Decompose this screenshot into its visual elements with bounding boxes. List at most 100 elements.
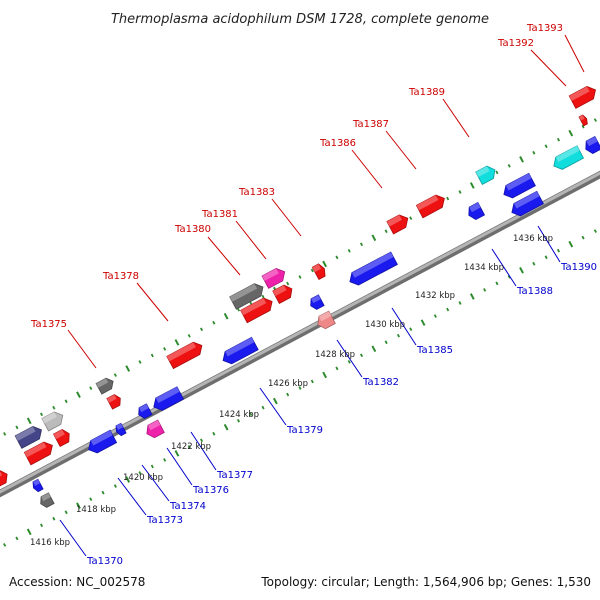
forward-gene-feature bbox=[52, 429, 70, 448]
gene-arrow-highlight bbox=[166, 342, 196, 362]
leader-line bbox=[141, 464, 170, 502]
gene-arrow bbox=[0, 470, 8, 487]
tick-mark bbox=[335, 366, 339, 371]
tick-mark bbox=[187, 334, 191, 338]
reverse-tick-row bbox=[3, 229, 597, 547]
tick-mark bbox=[163, 458, 167, 462]
tick-mark bbox=[446, 307, 450, 312]
tick-mark bbox=[371, 234, 377, 242]
tick-mark bbox=[322, 260, 328, 268]
gene-arrow-highlight bbox=[469, 202, 481, 213]
leader-line bbox=[235, 220, 267, 260]
scale-label: 1416 kbp bbox=[30, 538, 70, 548]
gene-arrow-highlight bbox=[33, 479, 40, 486]
forward-gene-feature bbox=[578, 114, 588, 127]
tick-mark bbox=[89, 386, 93, 390]
reverse-gene-feature bbox=[40, 492, 55, 508]
tick-mark bbox=[52, 516, 56, 521]
genome-backbone bbox=[0, 170, 600, 498]
gene-label-forward: Ta1380 bbox=[174, 224, 211, 235]
forward-gene-feature bbox=[568, 86, 596, 109]
gene-label-forward: Ta1392 bbox=[497, 38, 534, 49]
leader-line bbox=[166, 447, 193, 486]
tick-mark bbox=[26, 417, 32, 425]
tick-mark bbox=[359, 353, 364, 358]
gene-label-forward: Ta1378 bbox=[102, 271, 139, 282]
gene-arrow bbox=[14, 426, 42, 449]
tick-mark bbox=[236, 418, 241, 423]
tick-mark bbox=[150, 464, 154, 469]
tick-mark bbox=[495, 281, 499, 286]
tick-mark bbox=[335, 255, 339, 260]
gene-arrow-highlight bbox=[147, 420, 161, 431]
gene-arrow-highlight bbox=[106, 394, 117, 403]
reverse-gene-feature bbox=[222, 336, 259, 365]
gene-arrow-highlight bbox=[225, 337, 255, 357]
gene-arrow bbox=[415, 194, 445, 219]
tick-mark bbox=[322, 371, 328, 379]
gene-arrow-highlight bbox=[351, 252, 394, 278]
gene-arrow-highlight bbox=[386, 214, 402, 227]
gene-label-reverse: Ta1374 bbox=[169, 501, 206, 512]
leader-line bbox=[67, 329, 97, 369]
tick-mark bbox=[581, 235, 585, 240]
leader-line bbox=[385, 130, 417, 170]
tick-mark bbox=[199, 438, 204, 443]
tick-mark bbox=[261, 405, 265, 410]
leader-line bbox=[336, 339, 363, 378]
gene-label-reverse: Ta1377 bbox=[216, 470, 253, 481]
gene-arrow-highlight bbox=[155, 386, 180, 403]
gene-arrow-highlight bbox=[311, 294, 321, 304]
tick-mark bbox=[458, 301, 462, 305]
reverse-gene-feature bbox=[511, 190, 544, 217]
gene-arrow-highlight bbox=[318, 311, 332, 322]
tick-mark bbox=[469, 182, 475, 189]
gene-arrow-highlight bbox=[475, 166, 490, 177]
reverse-gene-feature bbox=[468, 201, 486, 220]
scale-label: 1418 kbp bbox=[76, 505, 116, 515]
tick-mark bbox=[261, 294, 265, 299]
gene-arrow bbox=[229, 283, 264, 310]
tick-mark bbox=[113, 373, 117, 377]
tick-mark bbox=[174, 450, 180, 457]
gene-arrow-highlight bbox=[569, 86, 590, 101]
tick-mark bbox=[286, 392, 290, 397]
tick-mark bbox=[409, 216, 413, 220]
forward-gene-feature bbox=[386, 214, 409, 235]
tick-mark bbox=[347, 249, 351, 253]
tick-mark bbox=[272, 397, 278, 405]
gene-arrow-highlight bbox=[139, 403, 149, 413]
scale-label: 1424 kbp bbox=[219, 410, 259, 420]
forward-gene-feature bbox=[0, 470, 8, 487]
gene-label-reverse: Ta1382 bbox=[362, 377, 399, 388]
gene-arrow-highlight bbox=[0, 471, 3, 477]
tick-mark bbox=[396, 333, 401, 338]
tick-mark bbox=[458, 190, 462, 194]
reverse-gene-feature bbox=[310, 294, 325, 310]
leader-line bbox=[207, 236, 241, 276]
tick-mark bbox=[359, 242, 364, 247]
forward-gene-feature bbox=[240, 297, 273, 324]
gene-arrow-highlight bbox=[312, 263, 322, 273]
tick-mark bbox=[446, 196, 450, 201]
scale-label: 1436 kbp bbox=[513, 234, 553, 244]
gene-arrow bbox=[568, 86, 596, 109]
tick-mark bbox=[519, 156, 524, 163]
gene-label-reverse: Ta1376 bbox=[192, 485, 229, 496]
tick-mark bbox=[568, 129, 574, 137]
gene-arrow-highlight bbox=[229, 283, 258, 302]
tick-mark bbox=[581, 124, 585, 129]
gene-arrow-highlight bbox=[586, 136, 598, 147]
tick-mark bbox=[125, 476, 131, 483]
tick-mark bbox=[199, 327, 204, 332]
tick-mark bbox=[89, 497, 93, 501]
gene-label-reverse: Ta1385 bbox=[416, 345, 453, 356]
tick-mark bbox=[495, 170, 499, 175]
gene-arrow-highlight bbox=[579, 115, 585, 121]
leader-line bbox=[136, 282, 169, 322]
reverse-gene-feature bbox=[138, 403, 153, 419]
tick-mark bbox=[556, 248, 561, 253]
forward-gene-feature bbox=[23, 441, 53, 466]
backbone-highlight bbox=[0, 171, 600, 494]
reverse-gene-feature bbox=[88, 429, 118, 454]
